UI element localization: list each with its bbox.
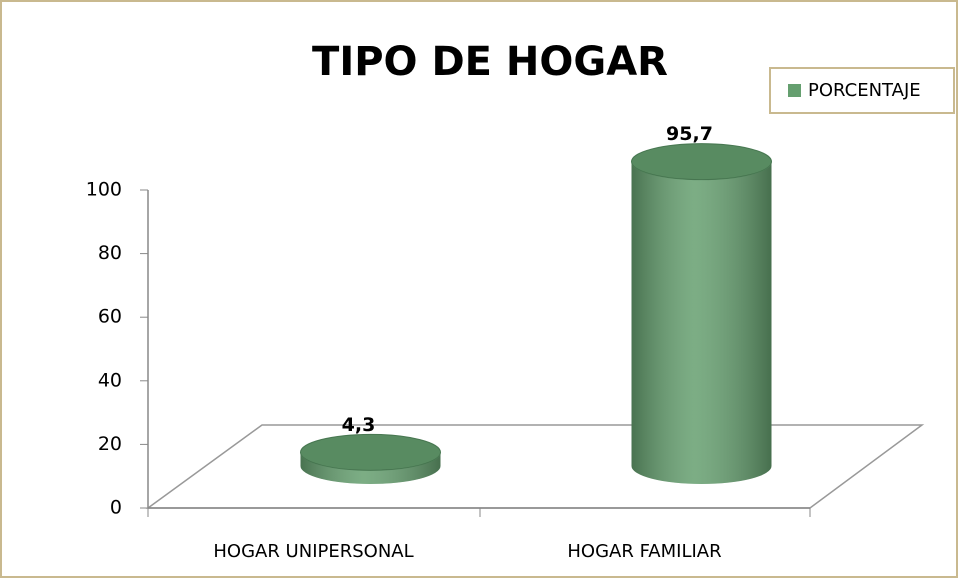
legend [769,67,955,114]
x-tick-label: HOGAR FAMILIAR [567,541,721,562]
y-tick-label: 20 [98,433,122,455]
legend-label: PORCENTAJE [808,80,921,101]
x-tick-label: HOGAR UNIPERSONAL [213,541,413,562]
value-label: 95,7 [666,123,713,145]
y-tick-label: 60 [98,306,122,328]
bar-top-shade [631,143,772,180]
bar-top [300,433,441,471]
bar-top-shade [300,434,441,471]
y-tick-label: 40 [98,369,122,391]
legend-swatch [788,84,801,97]
y-tick-label: 0 [110,497,122,519]
value-label: 4,3 [342,414,376,436]
y-tick-label: 100 [86,179,122,201]
chart-title: TIPO DE HOGAR [312,39,668,85]
bar-top [631,143,772,181]
bar-shade [631,161,772,484]
y-tick-label: 80 [98,242,122,264]
